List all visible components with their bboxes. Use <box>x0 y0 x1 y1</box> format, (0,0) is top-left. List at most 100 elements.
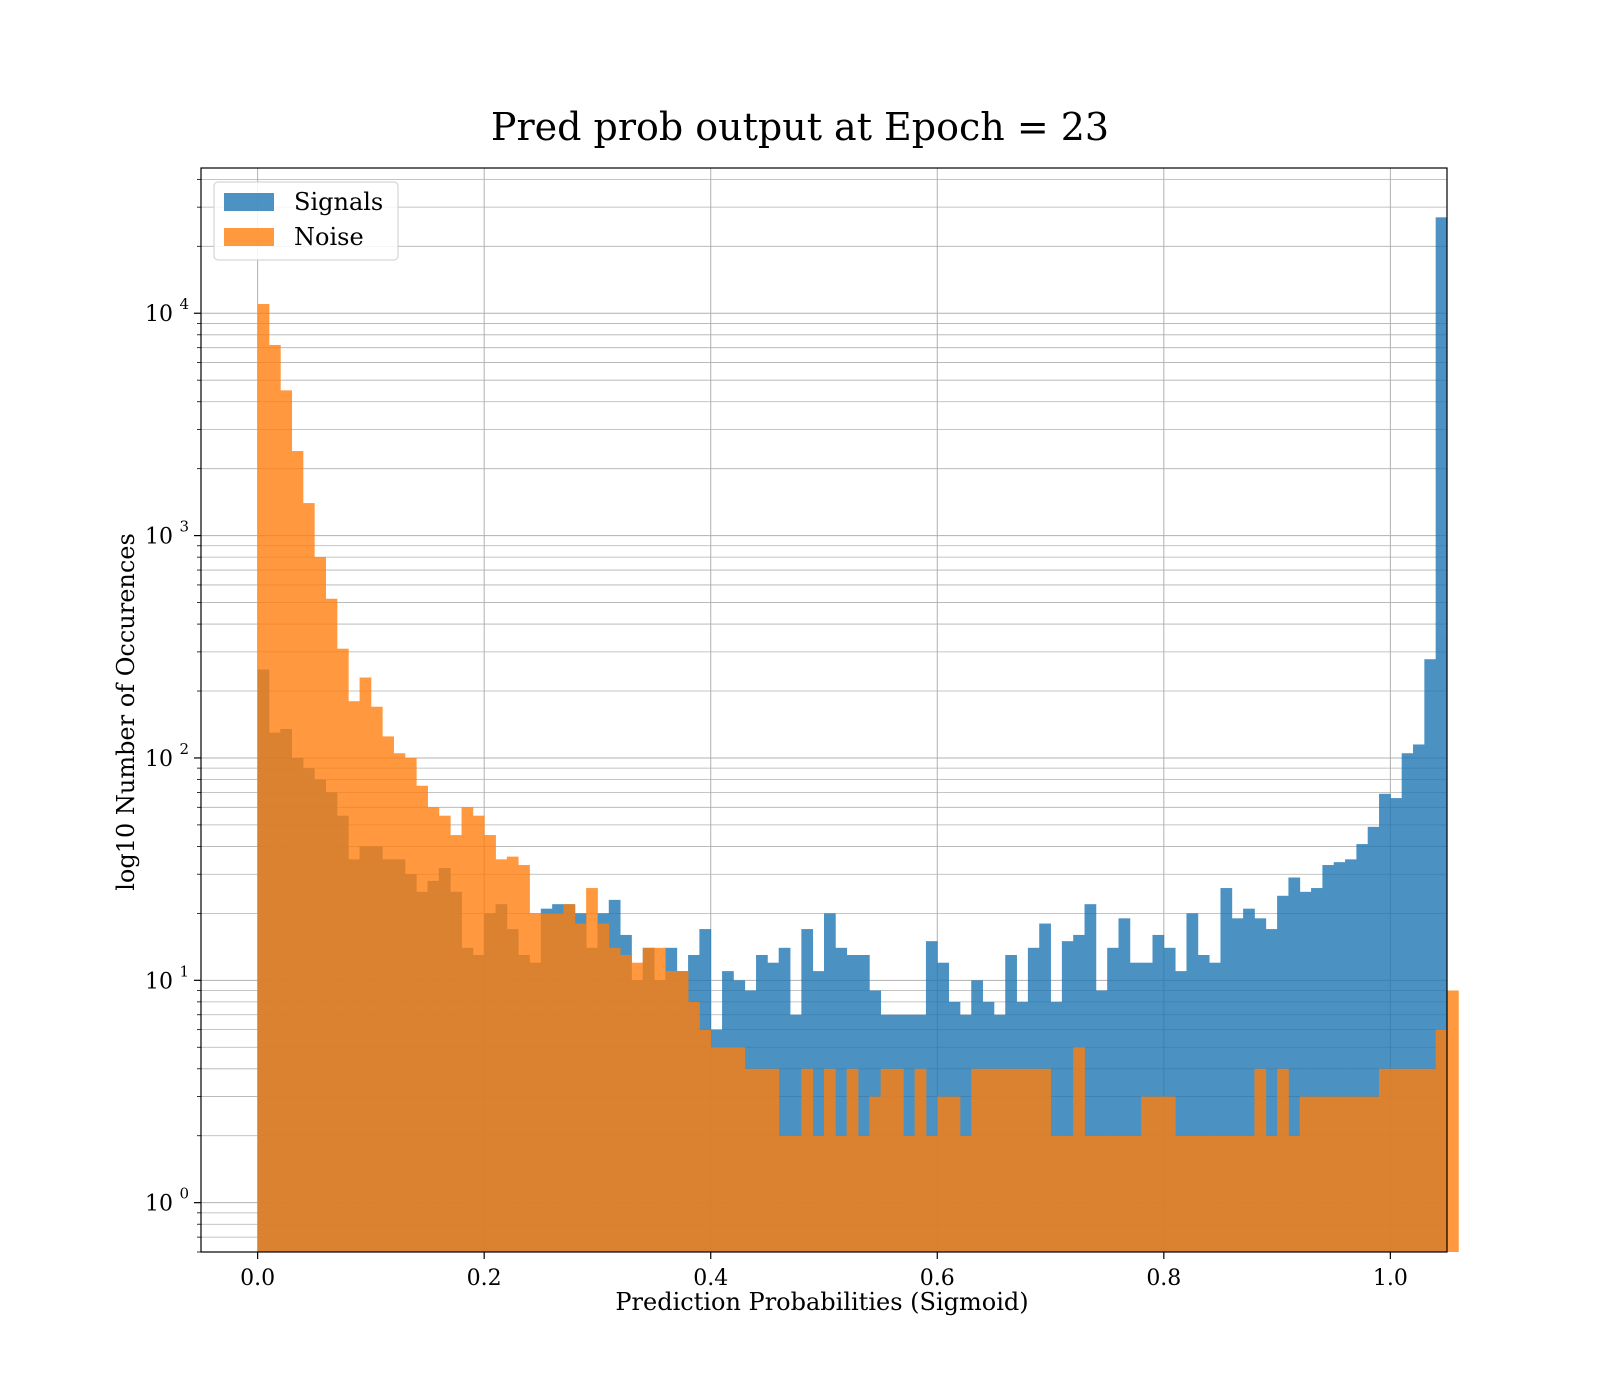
bar-noise <box>1356 1096 1369 1252</box>
bar-noise <box>552 913 564 1252</box>
bar-noise <box>744 1068 757 1252</box>
bar-signals <box>1379 793 1391 1252</box>
y-tick-exponent: 3 <box>179 518 189 536</box>
bar-noise <box>1163 1096 1176 1252</box>
bar-noise <box>1152 1096 1165 1252</box>
y-tick-exponent: 1 <box>179 962 189 980</box>
bar-noise <box>416 785 428 1252</box>
y-tick-label: 10 <box>145 747 173 772</box>
bar-noise <box>1413 1068 1425 1252</box>
bar-noise <box>574 923 587 1252</box>
bar-signals <box>857 954 870 1252</box>
bar-noise <box>631 962 644 1252</box>
bar-noise <box>314 557 326 1252</box>
bar-noise <box>1095 1135 1108 1252</box>
bar-noise <box>925 1135 938 1252</box>
bar-noise <box>642 947 655 1252</box>
bar-noise <box>1050 1135 1063 1252</box>
x-tick-label: 0.0 <box>240 1266 275 1291</box>
bar-noise <box>1129 1135 1142 1252</box>
chart-title: Pred prob output at Epoch = 23 <box>491 105 1109 149</box>
bar-noise <box>393 753 406 1252</box>
bar-noise <box>1027 1068 1040 1252</box>
bar-signals <box>1095 990 1108 1252</box>
bar-noise <box>1005 1068 1017 1252</box>
bar-noise <box>790 1135 802 1252</box>
x-tick-label: 0.2 <box>467 1266 502 1291</box>
bar-noise <box>268 344 281 1252</box>
bar-signals <box>1345 859 1357 1252</box>
x-tick-label: 0.8 <box>1146 1266 1181 1291</box>
bar-noise <box>869 1096 882 1252</box>
bar-noise <box>1039 1068 1051 1252</box>
bar-noise <box>1197 1135 1210 1252</box>
x-tick-label: 0.4 <box>693 1266 728 1291</box>
bar-signals <box>1107 947 1119 1252</box>
bar-signals <box>1243 908 1255 1252</box>
bar-noise <box>948 1096 961 1252</box>
bar-noise <box>676 971 689 1252</box>
bar-noise <box>959 1135 972 1252</box>
bar-noise <box>1016 1068 1029 1252</box>
bar-noise <box>506 856 519 1252</box>
bar-noise <box>1401 1068 1414 1252</box>
bar-noise <box>654 947 666 1252</box>
bar-noise <box>280 390 293 1252</box>
bar-noise <box>1424 1068 1437 1252</box>
bar-noise <box>699 1029 712 1252</box>
bar-signals <box>1288 877 1301 1252</box>
bar-signals <box>959 1014 972 1252</box>
bar-noise <box>1435 1029 1448 1252</box>
bar-signals <box>812 971 825 1252</box>
bar-signals <box>1152 934 1165 1252</box>
bar-noise <box>1118 1135 1131 1252</box>
bar-noise <box>1141 1096 1153 1252</box>
bar-signals <box>1175 971 1187 1252</box>
bar-signals <box>1231 918 1244 1252</box>
bar-noise <box>857 1135 870 1252</box>
bar-signals <box>790 1014 802 1252</box>
bar-noise <box>688 1001 700 1252</box>
bar-noise <box>359 677 372 1252</box>
bar-signals <box>1311 888 1323 1252</box>
legend-label-signals: Signals <box>294 188 383 216</box>
bar-noise <box>835 1135 848 1252</box>
bar-signals <box>1299 891 1312 1252</box>
bar-noise <box>461 807 474 1252</box>
bar-signals <box>1197 954 1210 1252</box>
bar-noise <box>937 1096 949 1252</box>
bar-signals <box>1435 217 1448 1252</box>
bar-signals <box>1061 941 1074 1252</box>
bar-noise <box>540 913 553 1252</box>
bar-noise <box>1367 1096 1380 1252</box>
bar-signals <box>1401 753 1414 1252</box>
bar-noise <box>1231 1135 1244 1252</box>
legend-swatch-noise <box>224 228 274 246</box>
plot-frame <box>200 167 1448 1253</box>
bar-signals <box>1333 862 1346 1252</box>
bar-noise <box>1345 1096 1357 1252</box>
bar-noise <box>302 503 315 1252</box>
bar-noise <box>1254 1068 1267 1252</box>
bar-noise <box>993 1068 1006 1252</box>
bar-noise <box>971 1068 983 1252</box>
bar-noise <box>370 706 383 1252</box>
bar-noise <box>733 1047 746 1252</box>
bar-noise <box>597 923 610 1252</box>
bar-noise <box>1209 1135 1221 1252</box>
bar-noise <box>620 954 632 1252</box>
bar-noise <box>801 1068 814 1252</box>
legend-label-noise: Noise <box>294 223 364 251</box>
bar-signals <box>1186 913 1199 1252</box>
bar-noise <box>450 835 462 1252</box>
bar-signals <box>903 1014 916 1252</box>
bar-noise <box>1288 1135 1301 1252</box>
bar-noise <box>1311 1096 1323 1252</box>
bar-noise <box>1333 1096 1346 1252</box>
bar-noise <box>1220 1135 1233 1252</box>
bar-noise <box>325 598 338 1252</box>
y-axis-label: log10 Number of Occurences <box>112 533 140 891</box>
bar-noise <box>1175 1135 1187 1252</box>
bar-noise <box>348 701 360 1252</box>
bar-noise <box>257 304 270 1252</box>
